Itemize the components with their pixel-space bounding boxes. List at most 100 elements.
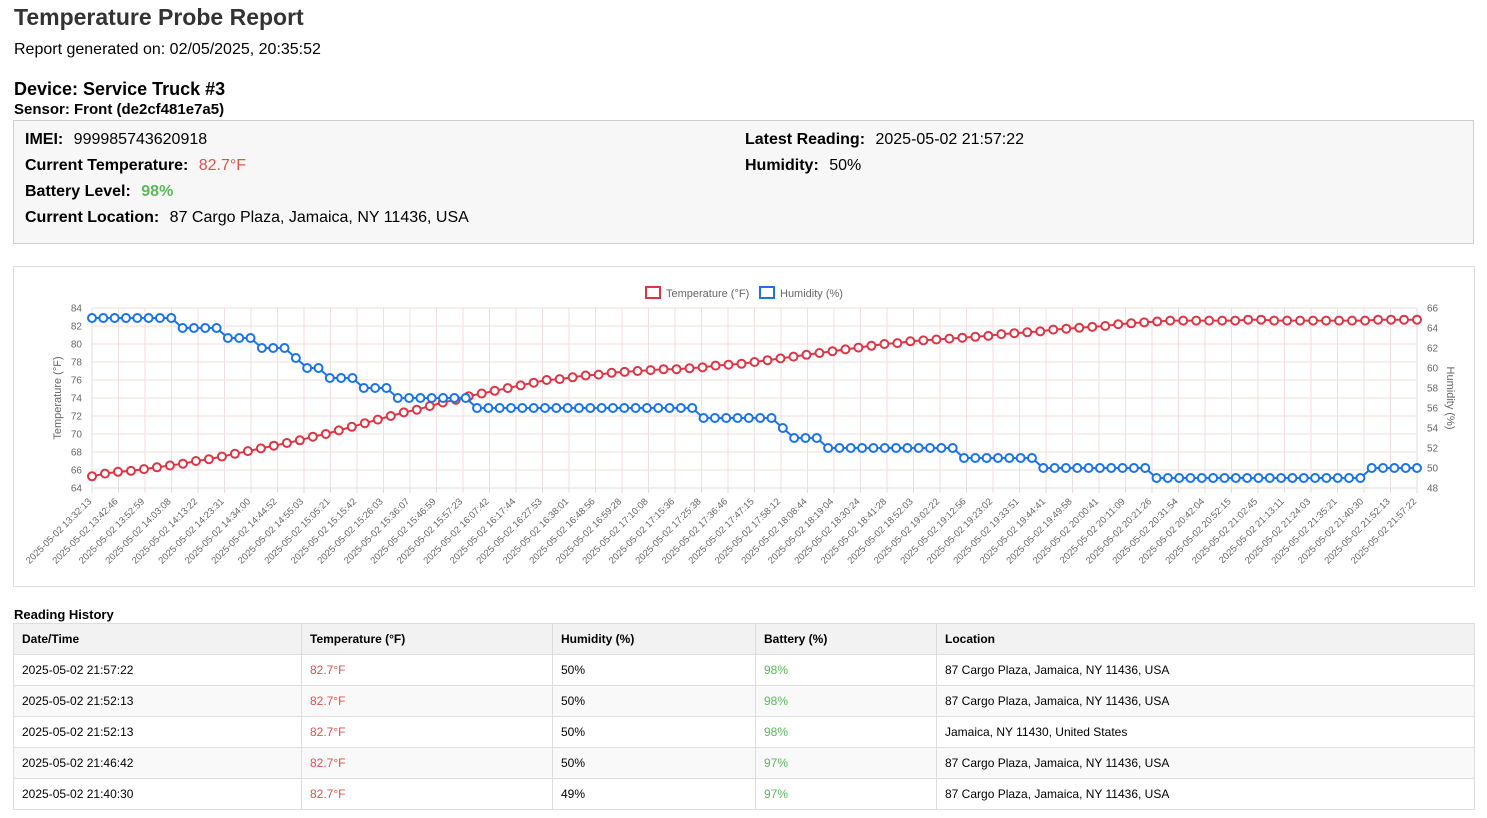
humidity-series-point[interactable] <box>664 403 675 413</box>
humidity-series-point[interactable] <box>290 353 301 363</box>
humidity-series-point[interactable] <box>641 403 652 413</box>
humidity-series-point[interactable] <box>1412 463 1422 473</box>
temperature-series-point[interactable] <box>333 425 344 436</box>
temperature-series-point[interactable] <box>346 421 357 432</box>
humidity-series-point[interactable] <box>154 313 165 323</box>
temperature-series-point[interactable] <box>1282 315 1293 326</box>
humidity-series-point[interactable] <box>494 403 505 413</box>
temperature-series-point[interactable] <box>801 349 812 360</box>
humidity-series-point[interactable] <box>302 363 313 373</box>
temperature-series-point[interactable] <box>918 335 929 346</box>
temperature-series-point[interactable] <box>320 429 331 439</box>
temperature-series-point[interactable] <box>1100 321 1111 331</box>
temperature-series-point[interactable] <box>1269 315 1280 326</box>
humidity-series-point[interactable] <box>981 453 992 463</box>
temperature-series-point[interactable] <box>99 468 110 479</box>
humidity-series-point[interactable] <box>1400 463 1411 473</box>
humidity-series-point[interactable] <box>732 413 743 423</box>
humidity-series-point[interactable] <box>460 393 471 403</box>
humidity-series-point[interactable] <box>1004 453 1015 463</box>
humidity-series-point[interactable] <box>891 443 902 453</box>
temperature-series-point[interactable] <box>268 440 279 451</box>
humidity-series-point[interactable] <box>143 313 154 323</box>
humidity-series-point[interactable] <box>98 313 109 323</box>
temperature-series-point[interactable] <box>827 346 838 357</box>
humidity-series-point[interactable] <box>1026 453 1037 463</box>
humidity-series-point[interactable] <box>607 403 618 413</box>
humidity-series-point[interactable] <box>1287 473 1298 483</box>
temperature-series-point[interactable] <box>1165 315 1176 326</box>
legend-humidity-swatch[interactable] <box>759 286 775 299</box>
temperature-series-point[interactable] <box>398 407 409 418</box>
temperature-series-point[interactable] <box>125 465 136 476</box>
temperature-series-point[interactable] <box>931 334 942 345</box>
humidity-series-point[interactable] <box>472 403 483 413</box>
humidity-series-point[interactable] <box>279 343 290 353</box>
humidity-series-point[interactable] <box>1298 473 1309 483</box>
humidity-series-point[interactable] <box>675 403 686 413</box>
humidity-series-point[interactable] <box>834 443 845 453</box>
humidity-series-point[interactable] <box>256 343 267 353</box>
temperature-series-point[interactable] <box>1412 314 1422 325</box>
humidity-series-point[interactable] <box>132 313 143 323</box>
temperature-series-point[interactable] <box>476 388 487 399</box>
humidity-series-point[interactable] <box>87 313 97 323</box>
humidity-series-point[interactable] <box>743 413 754 423</box>
humidity-series-point[interactable] <box>381 383 392 393</box>
temperature-series-point[interactable] <box>593 369 604 380</box>
humidity-series-point[interactable] <box>902 443 913 453</box>
temperature-series-point[interactable] <box>905 336 916 347</box>
humidity-series-point[interactable] <box>268 343 279 353</box>
chart-legend[interactable]: Temperature (°F) Humidity (%) <box>645 286 843 300</box>
legend-temperature-swatch[interactable] <box>645 286 661 299</box>
humidity-series-point[interactable] <box>959 453 970 463</box>
humidity-series-point[interactable] <box>992 453 1003 463</box>
temperature-series-point[interactable] <box>177 458 188 469</box>
temperature-series-point[interactable] <box>87 471 97 482</box>
temperature-series-point[interactable] <box>983 330 994 341</box>
humidity-series-point[interactable] <box>1344 473 1355 483</box>
humidity-series-point[interactable] <box>1128 463 1139 473</box>
humidity-series-point[interactable] <box>245 333 256 343</box>
humidity-series-point[interactable] <box>1094 463 1105 473</box>
temperature-series-point[interactable] <box>788 351 799 362</box>
humidity-series-point[interactable] <box>800 433 811 443</box>
temperature-series-point[interactable] <box>1087 321 1098 332</box>
humidity-series-point[interactable] <box>1219 473 1230 483</box>
humidity-series-point[interactable] <box>347 373 358 383</box>
humidity-series-point[interactable] <box>1072 463 1083 473</box>
temperature-series-point[interactable] <box>307 431 318 442</box>
temperature-series-point[interactable] <box>580 370 591 381</box>
humidity-series-point[interactable] <box>1083 463 1094 473</box>
humidity-series-point[interactable] <box>1117 463 1128 473</box>
humidity-series-point[interactable] <box>1049 463 1060 473</box>
humidity-series-point[interactable] <box>166 313 177 323</box>
temperature-series-point[interactable] <box>944 333 955 344</box>
humidity-series-point[interactable] <box>777 423 788 433</box>
humidity-series-point[interactable] <box>438 393 449 403</box>
temperature-series-point[interactable] <box>1009 328 1020 339</box>
humidity-series-point[interactable] <box>1038 463 1049 473</box>
temperature-series-point[interactable] <box>749 357 760 367</box>
temperature-series-point[interactable] <box>1061 323 1072 334</box>
temperature-series-point[interactable] <box>658 364 669 375</box>
temperature-series-point[interactable] <box>1347 315 1358 326</box>
humidity-series-point[interactable] <box>1060 463 1071 473</box>
humidity-series-point[interactable] <box>404 393 415 403</box>
humidity-series-point[interactable] <box>1366 463 1377 473</box>
temperature-series-point[interactable] <box>1373 314 1384 325</box>
temperature-series-point[interactable] <box>164 460 175 471</box>
temperature-series-point[interactable] <box>892 338 903 349</box>
temperature-series-point[interactable] <box>684 363 695 374</box>
humidity-series-point[interactable] <box>879 443 890 453</box>
humidity-series-point[interactable] <box>1196 473 1207 483</box>
humidity-series-point[interactable] <box>766 413 777 423</box>
humidity-series-point[interactable] <box>358 383 369 393</box>
temperature-series-point[interactable] <box>879 339 890 349</box>
temperature-series-point[interactable] <box>411 404 422 415</box>
temperature-series-point[interactable] <box>840 344 851 355</box>
temperature-series-point[interactable] <box>515 380 526 391</box>
humidity-series-point[interactable] <box>483 403 494 413</box>
temperature-series-point[interactable] <box>1048 324 1059 335</box>
legend-humidity-label[interactable]: Humidity (%) <box>780 288 843 300</box>
